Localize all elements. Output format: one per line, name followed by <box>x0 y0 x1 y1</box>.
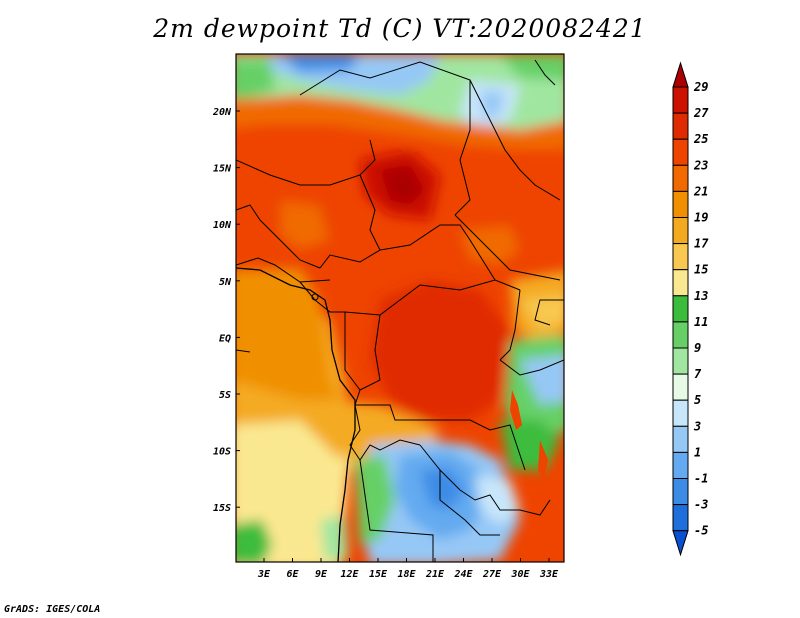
grads-credit: GrADS: IGES/COLA <box>4 604 101 615</box>
lon-label: 33E <box>539 569 559 580</box>
colorbar-swatch <box>672 164 689 192</box>
map-frame <box>235 53 565 563</box>
colorbar-swatch <box>672 138 689 166</box>
lon-label: 3E <box>257 569 271 580</box>
colorbar-swatch <box>672 451 689 479</box>
lon-label: 24E <box>453 569 473 580</box>
colorbar-swatch <box>672 217 689 245</box>
lat-label: 5S <box>219 390 231 401</box>
colorbar-label: 1 <box>694 445 701 459</box>
colorbar-top-arrow <box>672 61 689 88</box>
longitude-axis: 3E 6E 9E 12E 15E 18E 21E 24E 27E 30E 33E <box>257 558 559 580</box>
colorbar-swatch <box>672 190 689 218</box>
lat-label: 10S <box>213 447 231 458</box>
latitude-axis: 20N 15N 10N 5N EQ 5S 10S 15S <box>212 107 240 514</box>
lon-label: 6E <box>286 569 299 580</box>
lat-label: 15S <box>213 503 231 514</box>
colorbar-label: 27 <box>693 106 709 120</box>
colorbar-swatch <box>672 347 689 375</box>
colorbar-swatch <box>672 243 689 271</box>
lat-label: 5N <box>219 277 232 288</box>
colorbar-swatch <box>672 478 689 506</box>
colorbar-swatch <box>672 399 689 427</box>
colorbar-swatch <box>672 86 689 114</box>
lat-label: EQ <box>219 333 231 344</box>
colorbar-label: 29 <box>693 80 708 94</box>
colorbar-label: 11 <box>694 315 708 329</box>
lon-label: 15E <box>369 569 388 580</box>
lon-label: 12E <box>340 569 359 580</box>
lon-label: 27E <box>482 569 502 580</box>
colorbar-swatch <box>672 112 689 140</box>
colorbar-label: 21 <box>693 184 708 198</box>
colorbar-label: 17 <box>694 237 709 251</box>
colorbar-label: 23 <box>693 158 708 172</box>
lat-label: 10N <box>213 220 232 231</box>
lat-label: 15N <box>213 164 232 175</box>
colorbar-label: 9 <box>694 341 701 355</box>
colorbar-swatch <box>672 269 689 297</box>
colorbar-swatch <box>672 321 689 349</box>
colorbar-label: 13 <box>694 289 708 303</box>
colorbar-label: -3 <box>694 498 708 512</box>
colorbar-label: 5 <box>694 393 701 407</box>
map-title: 2m dewpoint Td (C) VT:2020082421 <box>153 14 647 43</box>
lon-label: 30E <box>510 569 530 580</box>
color-legend: 29 27 25 23 21 19 17 15 13 11 9 7 5 3 1 -1 -3 -5 <box>672 61 709 557</box>
colorbar-label: 19 <box>694 211 708 225</box>
colorbar-swatch <box>672 425 689 453</box>
colorbar-label: -5 <box>694 524 708 538</box>
colorbar-bottom-arrow <box>672 530 689 557</box>
colorbar-swatch <box>672 504 689 532</box>
colorbar-label: 3 <box>693 419 701 433</box>
colorbar-label: 25 <box>693 132 708 146</box>
colorbar-label: -1 <box>694 472 708 486</box>
lon-label: 18E <box>397 569 416 580</box>
colorbar-label: 15 <box>694 263 708 277</box>
lon-label: 9E <box>315 569 328 580</box>
lat-label: 20N <box>212 107 232 118</box>
colorbar-label: 7 <box>694 367 702 381</box>
map-panel <box>236 54 564 562</box>
colorbar-swatch <box>672 373 689 401</box>
lon-label: 21E <box>425 569 445 580</box>
colorbar-swatch <box>672 295 689 323</box>
